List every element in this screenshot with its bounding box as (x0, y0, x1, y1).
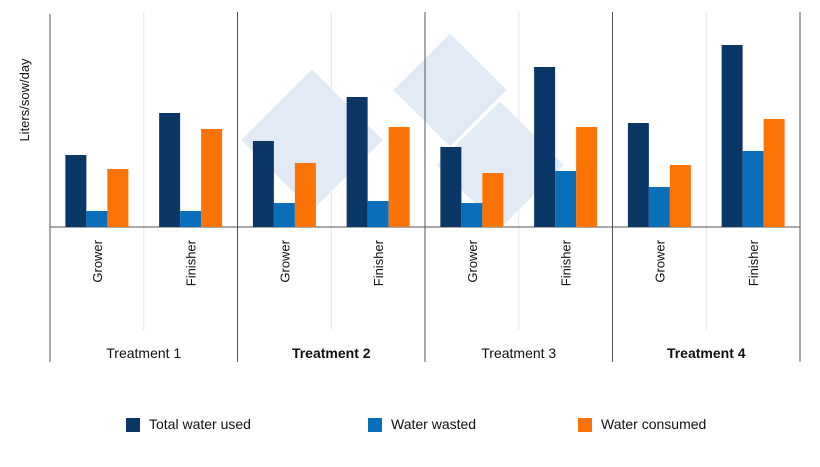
bar (86, 211, 108, 227)
bar (367, 201, 389, 227)
bar (461, 203, 483, 227)
legend-swatch (578, 418, 592, 432)
bar (388, 127, 410, 227)
bar (252, 141, 274, 227)
bar (440, 147, 462, 227)
group-label: Treatment 3 (481, 345, 556, 361)
bar (159, 113, 181, 227)
legend-label: Water consumed (601, 416, 706, 432)
category-label: Grower (465, 239, 480, 282)
category-label: Finisher (184, 239, 199, 286)
legend-swatch (126, 418, 140, 432)
bar (201, 129, 223, 227)
bar (648, 187, 670, 227)
bar (721, 45, 743, 227)
category-label: Finisher (746, 239, 761, 286)
bar (65, 155, 87, 227)
y-axis-label: Liters/sow/day (17, 58, 32, 142)
bar (346, 97, 368, 227)
group-label: Treatment 2 (292, 345, 371, 361)
group-label: Treatment 4 (667, 345, 746, 361)
legend-label: Total water used (149, 416, 251, 432)
category-label: Grower (652, 239, 667, 282)
bar (763, 119, 785, 227)
bar (294, 163, 316, 227)
category-label: Finisher (559, 239, 574, 286)
bar (576, 127, 598, 227)
bar (534, 67, 556, 227)
legend-label: Water wasted (391, 416, 476, 432)
bar (107, 169, 129, 227)
bar (627, 123, 649, 227)
bar (555, 171, 577, 227)
bar (180, 211, 202, 227)
bar (273, 203, 295, 227)
group-label: Treatment 1 (106, 345, 181, 361)
bar (669, 165, 691, 227)
category-label: Grower (277, 239, 292, 282)
category-label: Grower (90, 239, 105, 282)
category-label: Finisher (371, 239, 386, 286)
bar (482, 173, 504, 227)
bar (742, 151, 764, 227)
legend-swatch (368, 418, 382, 432)
